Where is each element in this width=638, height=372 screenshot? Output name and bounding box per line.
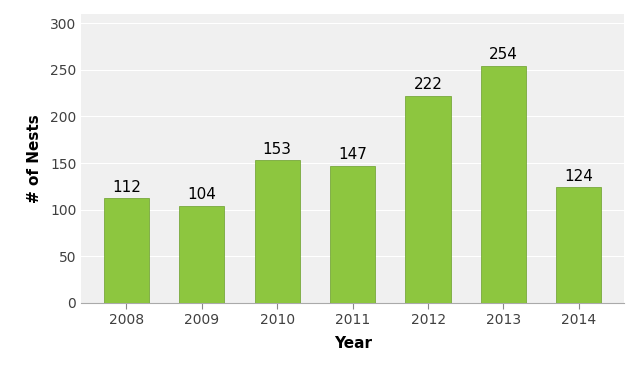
X-axis label: Year: Year [334,336,372,351]
Bar [556,187,602,303]
Y-axis label: # of Nests: # of Nests [27,114,41,203]
Text: 112: 112 [112,180,141,195]
Text: 124: 124 [565,169,593,183]
Bar [104,199,149,303]
Bar [405,96,450,303]
Bar [330,166,375,303]
Bar [481,66,526,303]
Text: 254: 254 [489,47,518,62]
Text: 104: 104 [188,187,216,202]
Bar [255,160,300,303]
Text: 222: 222 [413,77,443,92]
Bar [179,206,225,303]
Text: 147: 147 [338,147,367,162]
Text: 153: 153 [263,141,292,157]
